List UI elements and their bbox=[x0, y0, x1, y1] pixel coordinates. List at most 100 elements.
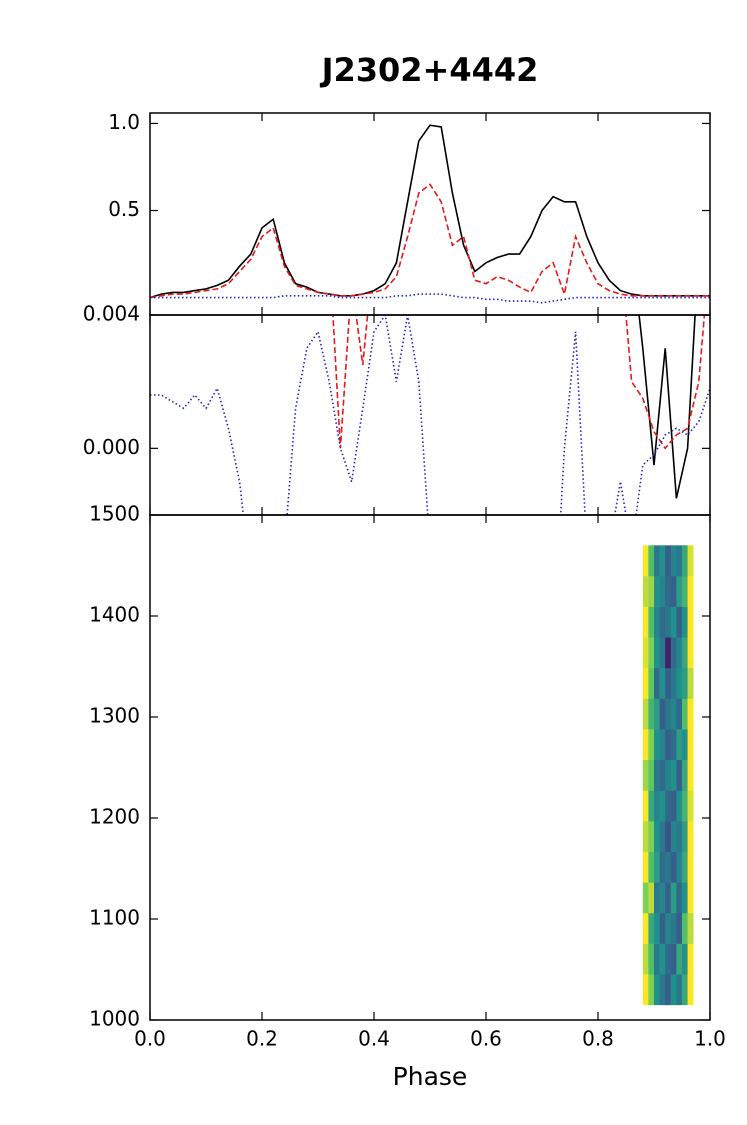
heatmap-cell bbox=[687, 912, 694, 944]
y-tick-label: 0.004 bbox=[83, 302, 140, 326]
heatmap-cell bbox=[648, 545, 655, 577]
heatmap-cell bbox=[687, 790, 694, 822]
chart-title: J2302+4442 bbox=[320, 51, 539, 89]
y-tick-label: 1200 bbox=[89, 805, 140, 829]
heatmap-cell bbox=[682, 882, 688, 914]
series-line bbox=[150, 315, 710, 515]
heatmap-cell bbox=[670, 974, 677, 1006]
y-tick-label: 0.000 bbox=[83, 435, 140, 459]
heatmap-cell bbox=[659, 637, 666, 669]
heatmap-cell bbox=[642, 545, 649, 577]
heatmap-cell bbox=[648, 759, 655, 791]
series-line bbox=[638, 315, 696, 499]
heatmap-cell bbox=[665, 637, 672, 669]
heatmap-cell bbox=[687, 698, 694, 730]
heatmap-cell bbox=[642, 974, 649, 1006]
heatmap-cell bbox=[648, 943, 655, 975]
heatmap-cell bbox=[676, 667, 683, 699]
heatmap-cell bbox=[642, 698, 649, 730]
x-tick-label: 0.4 bbox=[358, 1027, 390, 1051]
heatmap-cell bbox=[682, 851, 688, 883]
heatmap-cell bbox=[648, 667, 655, 699]
y-tick-label: 1000 bbox=[89, 1007, 140, 1031]
heatmap-cell bbox=[676, 637, 683, 669]
heatmap-cell bbox=[665, 729, 672, 761]
y-tick-label: 1500 bbox=[89, 502, 140, 526]
heatmap-cell bbox=[665, 545, 672, 577]
heatmap-cell bbox=[659, 943, 666, 975]
heatmap-cell bbox=[659, 575, 666, 607]
heatmap-cell bbox=[654, 882, 660, 914]
heatmap-cell bbox=[659, 882, 666, 914]
heatmap-cell bbox=[642, 851, 649, 883]
heatmap-cell bbox=[642, 637, 649, 669]
heatmap-cell bbox=[654, 974, 660, 1006]
heatmap-cell bbox=[687, 575, 694, 607]
y-tick-label: 1400 bbox=[89, 603, 140, 627]
heatmap-cell bbox=[665, 882, 672, 914]
heatmap-cell bbox=[642, 729, 649, 761]
heatmap-cell bbox=[687, 729, 694, 761]
heatmap-cell bbox=[665, 974, 672, 1006]
heatmap-cell bbox=[642, 575, 649, 607]
x-tick-label: 0.2 bbox=[246, 1027, 278, 1051]
heatmap-cell bbox=[659, 790, 666, 822]
heatmap-cell bbox=[670, 851, 677, 883]
heatmap-cell bbox=[687, 974, 694, 1006]
heatmap-cell bbox=[659, 545, 666, 577]
y-tick-label: 0.5 bbox=[108, 197, 140, 221]
x-tick-label: 0.0 bbox=[134, 1027, 166, 1051]
heatmap-cell bbox=[682, 606, 688, 638]
x-tick-label: 1.0 bbox=[694, 1027, 726, 1051]
heatmap-cell bbox=[670, 545, 677, 577]
y-tick-label: 1100 bbox=[89, 906, 140, 930]
heatmap-cell bbox=[654, 759, 660, 791]
heatmap-cell bbox=[682, 729, 688, 761]
heatmap-cell bbox=[648, 882, 655, 914]
heatmap-cell bbox=[642, 606, 649, 638]
heatmap-cell bbox=[642, 943, 649, 975]
heatmap-cell bbox=[648, 790, 655, 822]
heatmap-cell bbox=[665, 759, 672, 791]
heatmap-cell bbox=[659, 912, 666, 944]
heatmap-cell bbox=[665, 790, 672, 822]
heatmap-cell bbox=[682, 790, 688, 822]
heatmap-cell bbox=[676, 943, 683, 975]
heatmap-cell bbox=[654, 545, 660, 577]
heatmap-cell bbox=[676, 759, 683, 791]
heatmap-cell bbox=[648, 729, 655, 761]
heatmap-cell bbox=[654, 851, 660, 883]
heatmap-cell bbox=[687, 759, 694, 791]
heatmap-cell bbox=[682, 943, 688, 975]
heatmap-cell bbox=[676, 606, 683, 638]
heatmap-cell bbox=[665, 575, 672, 607]
heatmap-cell bbox=[654, 729, 660, 761]
heatmap-cell bbox=[659, 667, 666, 699]
heatmap-cell bbox=[642, 821, 649, 852]
y-tick-label: 1300 bbox=[89, 704, 140, 728]
heatmap-cell bbox=[687, 637, 694, 669]
heatmap-cell bbox=[670, 790, 677, 822]
heatmap-cell bbox=[665, 943, 672, 975]
heatmap-cell bbox=[687, 882, 694, 914]
heatmap-cell bbox=[659, 974, 666, 1006]
heatmap-cell bbox=[682, 667, 688, 699]
heatmap-cell bbox=[648, 821, 655, 852]
heatmap-cell bbox=[670, 606, 677, 638]
heatmap-cell bbox=[654, 912, 660, 944]
heatmap-cell bbox=[659, 698, 666, 730]
heatmap-cell bbox=[682, 637, 688, 669]
heatmap-cell bbox=[648, 637, 655, 669]
heatmap-cell bbox=[659, 821, 666, 852]
heatmap-cell bbox=[654, 790, 660, 822]
heatmap-cell bbox=[687, 943, 694, 975]
heatmap-cell bbox=[687, 606, 694, 638]
heatmap-cell bbox=[682, 698, 688, 730]
series-line bbox=[150, 124, 710, 299]
panel bbox=[150, 315, 710, 515]
heatmap-cell bbox=[654, 943, 660, 975]
heatmap-cell bbox=[676, 912, 683, 944]
heatmap-cell bbox=[670, 637, 677, 669]
series-line bbox=[150, 293, 710, 304]
